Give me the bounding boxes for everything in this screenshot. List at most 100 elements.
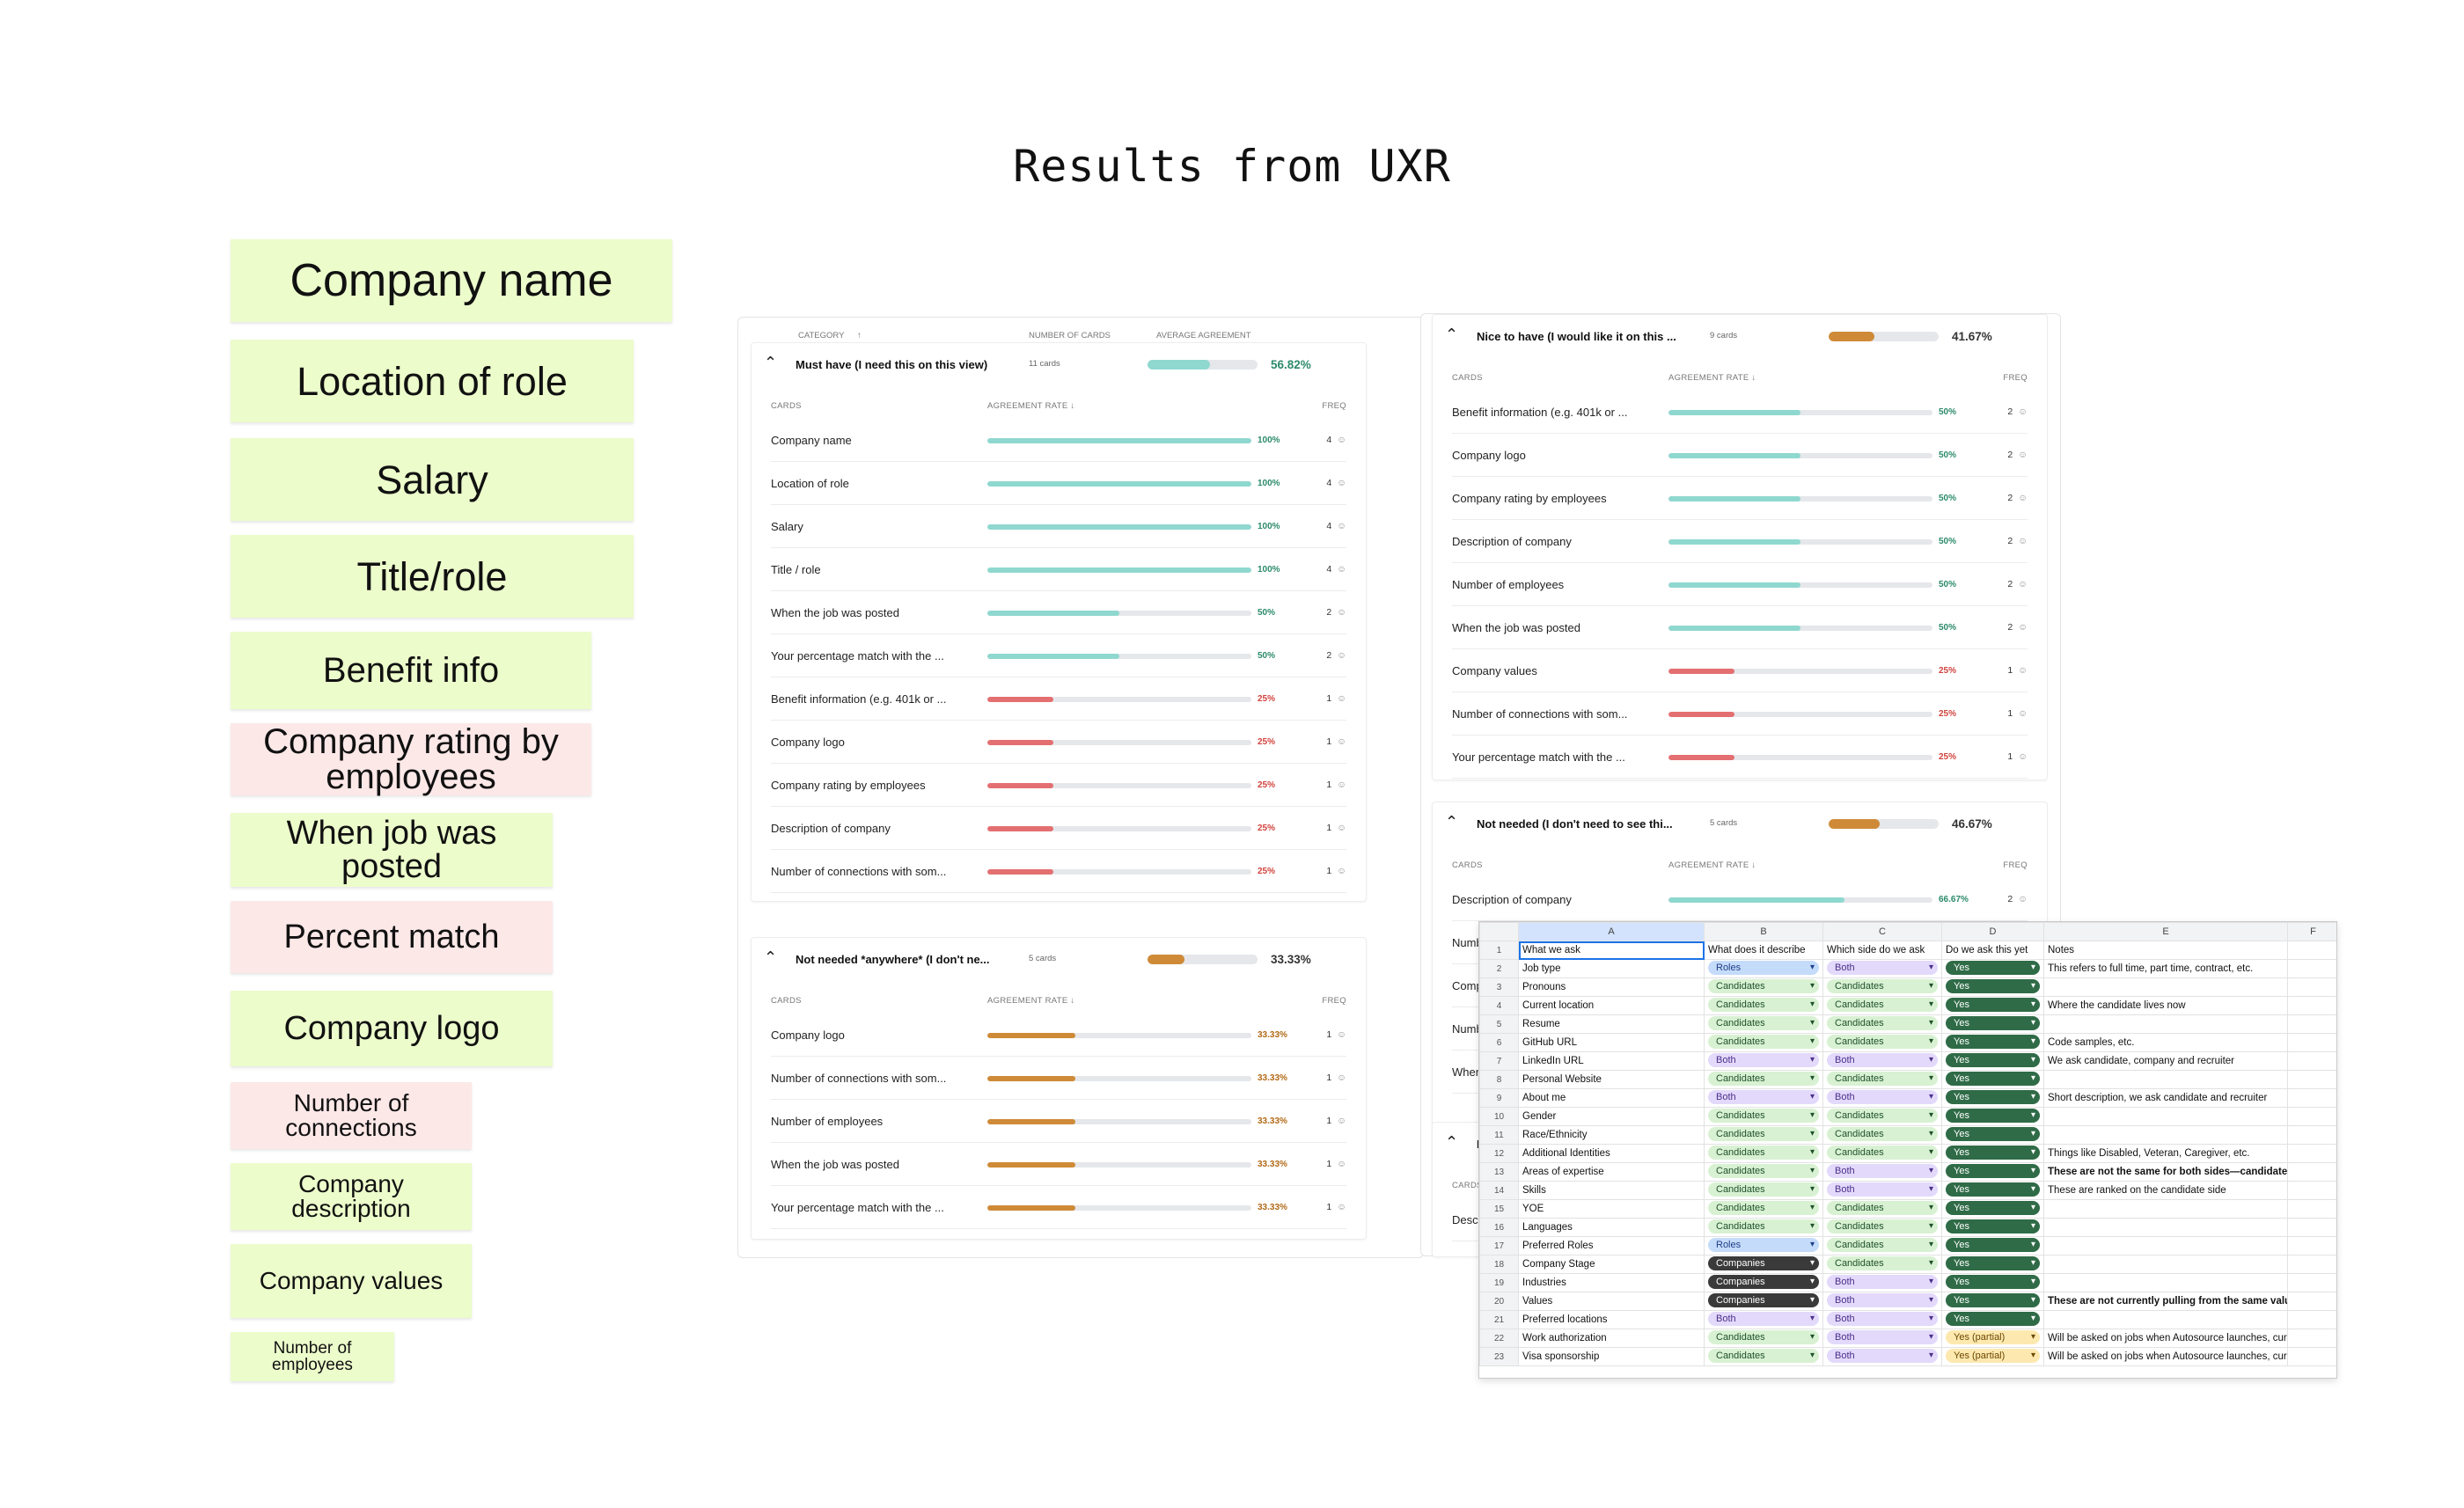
chevron-up-icon[interactable]: ⌃ xyxy=(1445,326,1459,343)
dropdown-chip[interactable]: Companies xyxy=(1708,1255,1819,1270)
card-row[interactable]: Benefit information (e.g. 401k or ... 25%… xyxy=(752,677,1366,721)
dropdown-cell[interactable]: Both xyxy=(1822,1310,1942,1329)
dropdown-cell[interactable]: Candidates xyxy=(1822,1070,1942,1089)
card-row[interactable]: Description of company 66.67% 2 ☺ xyxy=(1433,878,2047,921)
chevron-up-icon[interactable]: ⌃ xyxy=(764,948,778,966)
question-cell[interactable]: About me xyxy=(1518,1088,1705,1108)
empty-cell[interactable] xyxy=(2287,1070,2336,1089)
dropdown-cell[interactable]: Both xyxy=(1822,1347,1942,1366)
notes-cell[interactable] xyxy=(2043,1218,2288,1237)
dropdown-cell[interactable]: Yes xyxy=(1941,1033,2044,1052)
dropdown-cell[interactable]: Yes xyxy=(1941,1070,2044,1089)
notes-cell[interactable]: Will be asked on jobs when Autosource la… xyxy=(2043,1329,2288,1348)
card-row[interactable]: Company rating by employees 25% 1 ☺ xyxy=(752,764,1366,807)
notes-cell[interactable] xyxy=(2043,1070,2288,1089)
card-row[interactable]: Number of employees 50% 2 ☺ xyxy=(1433,563,2047,606)
card-row[interactable]: When the job was posted 50% 2 ☺ xyxy=(752,591,1366,634)
dropdown-chip[interactable]: Candidates xyxy=(1827,1255,1938,1270)
dropdown-cell[interactable]: Candidates xyxy=(1822,1218,1942,1237)
card-row[interactable]: When the job was posted 50% 2 ☺ xyxy=(1433,606,2047,649)
dropdown-cell[interactable]: Yes xyxy=(1941,977,2044,997)
question-cell[interactable]: GitHub URL xyxy=(1518,1033,1705,1052)
dropdown-chip[interactable]: Candidates xyxy=(1827,1108,1938,1123)
agreement-rate-header[interactable]: AGREEMENT RATE ↓ xyxy=(987,401,1074,411)
dropdown-chip[interactable]: Both xyxy=(1827,1348,1938,1363)
card-row[interactable]: Number of employees 33.33% 1 ☺ xyxy=(752,1100,1366,1143)
empty-cell[interactable] xyxy=(2287,1162,2336,1182)
chevron-up-icon[interactable]: ⌃ xyxy=(1445,813,1459,831)
dropdown-cell[interactable]: Both xyxy=(1704,1051,1823,1071)
dropdown-chip[interactable]: Yes xyxy=(1946,1292,2040,1307)
dropdown-chip[interactable]: Candidates xyxy=(1708,978,1819,993)
dropdown-cell[interactable]: Candidates xyxy=(1704,1199,1823,1219)
dropdown-cell[interactable]: Candidates xyxy=(1704,1329,1823,1348)
question-cell[interactable]: Resume xyxy=(1518,1014,1705,1034)
chevron-up-icon[interactable]: ⌃ xyxy=(1445,1133,1459,1151)
dropdown-cell[interactable]: Candidates xyxy=(1704,1014,1823,1034)
dropdown-chip[interactable]: Yes xyxy=(1946,1126,2040,1141)
empty-cell[interactable] xyxy=(2287,1329,2336,1348)
card-row[interactable]: Your percentage match with the ... 33.33%… xyxy=(752,1186,1366,1229)
empty-cell[interactable] xyxy=(2287,1236,2336,1255)
empty-cell[interactable] xyxy=(2287,1292,2336,1311)
group-header[interactable]: ⌃ Nice to have (I would like it on this .… xyxy=(1433,315,2047,357)
question-cell[interactable]: Pronouns xyxy=(1518,977,1705,997)
corner-cell[interactable] xyxy=(1479,922,1519,941)
dropdown-chip[interactable]: Candidates xyxy=(1827,997,1938,1012)
dropdown-cell[interactable]: Both xyxy=(1822,1162,1942,1182)
dropdown-chip[interactable]: Candidates xyxy=(1708,1145,1819,1160)
question-cell[interactable]: Skills xyxy=(1518,1181,1705,1200)
dropdown-chip[interactable]: Yes xyxy=(1946,1052,2040,1067)
dropdown-cell[interactable]: Candidates xyxy=(1822,1236,1942,1255)
dropdown-chip[interactable]: Yes xyxy=(1946,1219,2040,1233)
notes-cell[interactable] xyxy=(2043,1125,2288,1145)
dropdown-cell[interactable]: Candidates xyxy=(1704,1162,1823,1182)
dropdown-chip[interactable]: Yes xyxy=(1946,1163,2040,1178)
dropdown-chip[interactable]: Yes xyxy=(1946,1182,2040,1197)
dropdown-chip[interactable]: Candidates xyxy=(1708,1219,1819,1233)
dropdown-chip[interactable]: Yes xyxy=(1946,1071,2040,1086)
dropdown-cell[interactable]: Yes xyxy=(1941,1292,2044,1311)
dropdown-chip[interactable]: Candidates xyxy=(1708,997,1819,1012)
question-cell[interactable]: LinkedIn URL xyxy=(1518,1051,1705,1071)
dropdown-chip[interactable]: Companies xyxy=(1708,1274,1819,1289)
dropdown-chip[interactable]: Yes xyxy=(1946,1145,2040,1160)
dropdown-chip[interactable]: Yes xyxy=(1946,978,2040,993)
dropdown-cell[interactable]: Candidates xyxy=(1822,1033,1942,1052)
column-header[interactable]: A xyxy=(1518,922,1705,941)
card-row[interactable]: Your percentage match with the ... 25% 1 ☺ xyxy=(1433,736,2047,779)
notes-cell[interactable]: Things like Disabled, Veteran, Caregiver… xyxy=(2043,1144,2288,1163)
dropdown-chip[interactable]: Candidates xyxy=(1708,1348,1819,1363)
dropdown-chip[interactable]: Candidates xyxy=(1827,1071,1938,1086)
notes-cell[interactable] xyxy=(2043,1107,2288,1126)
empty-cell[interactable] xyxy=(2287,1033,2336,1052)
notes-cell[interactable] xyxy=(2043,1273,2288,1292)
dropdown-cell[interactable]: Yes xyxy=(1941,1255,2044,1274)
dropdown-cell[interactable]: Both xyxy=(1822,1329,1942,1348)
question-cell[interactable]: Job type xyxy=(1518,959,1705,978)
dropdown-cell[interactable]: Yes xyxy=(1941,1181,2044,1200)
card-row[interactable]: Location of role 100% 4 ☺ xyxy=(752,462,1366,505)
dropdown-cell[interactable]: Yes xyxy=(1941,1107,2044,1126)
dropdown-cell[interactable]: Candidates xyxy=(1704,996,1823,1015)
dropdown-chip[interactable]: Yes xyxy=(1946,1034,2040,1049)
dropdown-chip[interactable]: Candidates xyxy=(1827,978,1938,993)
dropdown-cell[interactable]: Yes (partial) xyxy=(1941,1347,2044,1366)
column-header[interactable]: C xyxy=(1822,922,1942,941)
card-row[interactable]: Description of company 25% 1 ☺ xyxy=(752,807,1366,850)
dropdown-cell[interactable]: Companies xyxy=(1704,1255,1823,1274)
dropdown-chip[interactable]: Companies xyxy=(1708,1292,1819,1307)
dropdown-cell[interactable]: Yes xyxy=(1941,1014,2044,1034)
card-row[interactable]: Company rating by employees 50% 2 ☺ xyxy=(1433,477,2047,520)
column-header[interactable]: B xyxy=(1704,922,1823,941)
card-row[interactable]: Benefit information (e.g. 401k or ... 50%… xyxy=(1433,391,2047,434)
question-cell[interactable]: YOE xyxy=(1518,1199,1705,1219)
dropdown-chip[interactable]: Roles xyxy=(1708,960,1819,975)
dropdown-cell[interactable]: Yes xyxy=(1941,1051,2044,1071)
dropdown-chip[interactable]: Both xyxy=(1827,1163,1938,1178)
header-cell[interactable] xyxy=(2287,941,2336,960)
dropdown-cell[interactable]: Candidates xyxy=(1822,1144,1942,1163)
question-cell[interactable]: Industries xyxy=(1518,1273,1705,1292)
dropdown-chip[interactable]: Both xyxy=(1827,1311,1938,1326)
question-cell[interactable]: Languages xyxy=(1518,1218,1705,1237)
